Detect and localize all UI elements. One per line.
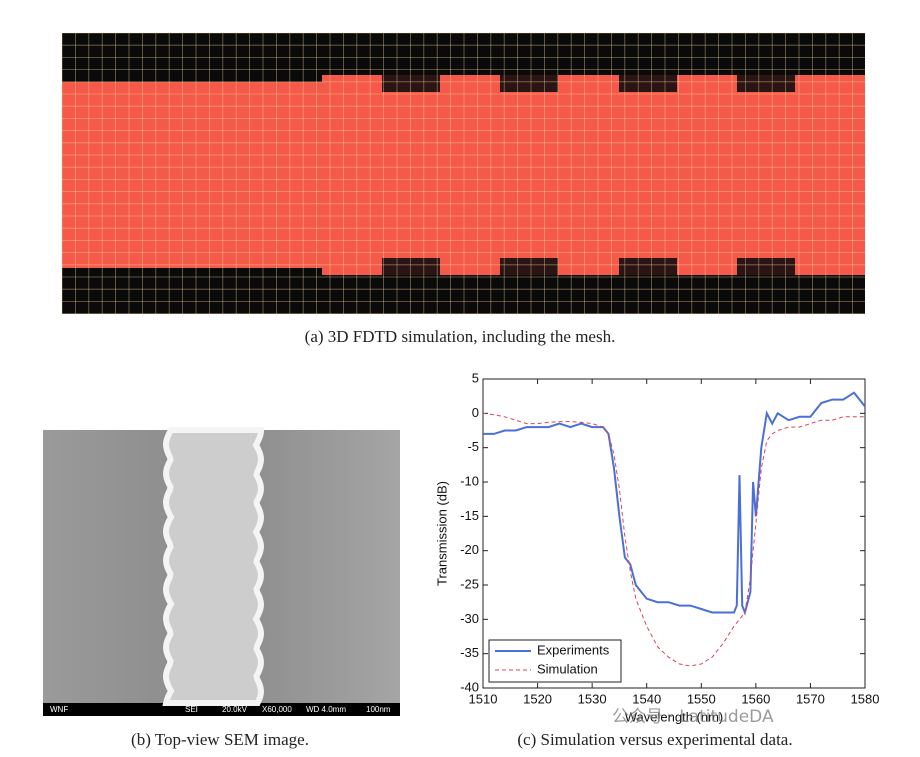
sem-label: SEI [185,705,198,714]
x-tick-label: 1520 [523,691,552,706]
y-axis-label: Transmission (dB) [434,481,449,586]
notch [500,258,558,275]
watermark: 公众号 · LatitudeDA [612,707,774,727]
plot-area [482,378,866,689]
y-tick-label: -35 [460,645,479,660]
series-line [482,412,865,667]
y-tick-label: 0 [472,405,479,420]
y-tick-label: -5 [467,439,479,454]
waveguide [162,427,265,706]
x-tick-label: 1580 [851,691,880,706]
y-tick-label: -30 [460,611,479,626]
notch [382,75,440,92]
x-tick-label: 1510 [469,691,498,706]
legend-box [488,639,622,683]
sem-label: WNF [50,705,68,714]
x-axis-label: Wavelength (nm) [625,709,724,724]
caption: (a) 3D FDTD simulation, including the me… [305,327,616,346]
y-tick-label: -20 [460,542,479,557]
notch [382,258,440,275]
notch [737,75,795,92]
notch [737,258,795,275]
x-tick-label: 1530 [578,691,607,706]
series-line [483,391,866,616]
y-tick-label: -15 [460,508,479,523]
caption: (b) Top-view SEM image. [131,730,309,749]
sem-label: X60,000 [262,705,292,714]
sem-info-bar [43,703,400,716]
sem-label: 20.0kV [222,705,248,714]
chart: 1510 1520 1530 1540 1550 1560 1570 1580 -40 -35 -3… [434,370,879,724]
x-tick-label: 1540 [632,691,661,706]
sem-label: 100nm [366,705,391,714]
sem-label: WD 4.0mm [306,705,346,714]
legend-label: Simulation [537,661,598,676]
y-tick-label: -25 [460,576,479,591]
y-tick-label: 5 [472,370,479,385]
y-tick-label: -40 [460,679,479,694]
notch [619,75,677,92]
sem-panel: WNF SEI 20.0kV X60,000 WD 4.0mm 100nm [43,427,400,716]
x-tick-label: 1560 [741,691,770,706]
x-tick-label: 1550 [687,691,716,706]
y-tick-label: -10 [460,473,479,488]
notch [500,75,558,92]
waveguide [62,82,324,268]
caption: (c) Simulation versus experimental data. [517,730,792,749]
notch [619,258,677,275]
x-tick-label: 1570 [796,691,825,706]
grating [322,75,865,275]
legend-label: Experiments [537,642,610,657]
fdtd-panel [61,32,865,315]
